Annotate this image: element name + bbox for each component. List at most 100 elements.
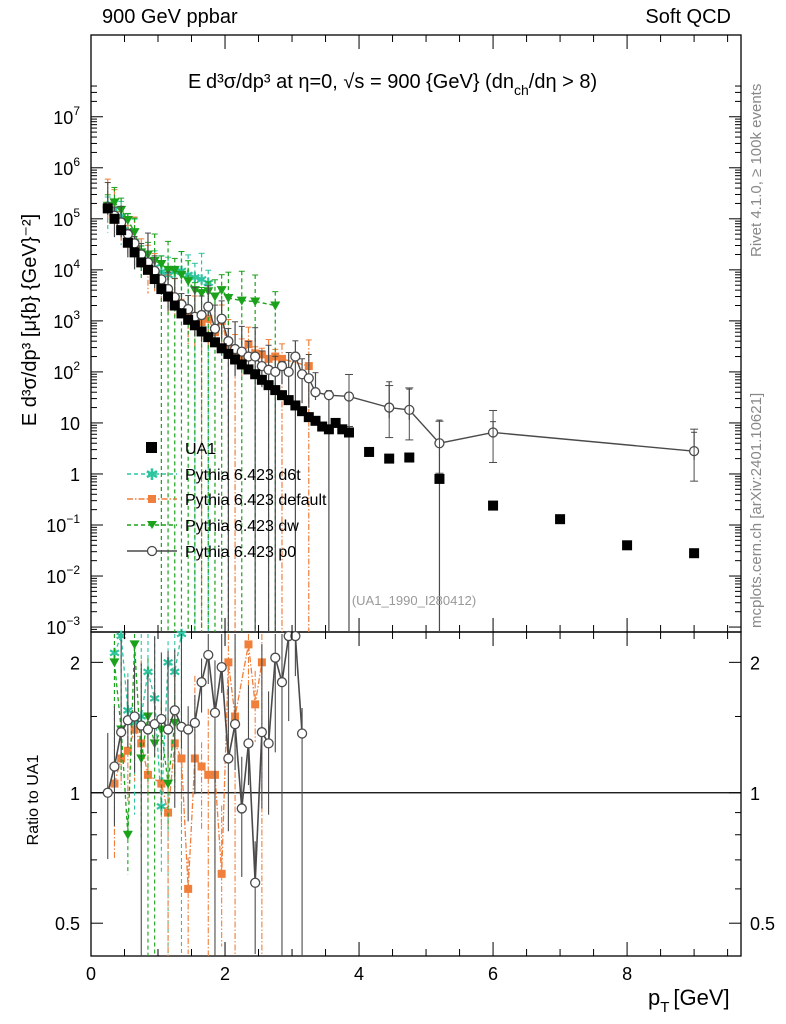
y-tick-label: 10−1 bbox=[46, 512, 80, 536]
header-process: 900 GeV ppbar bbox=[102, 6, 238, 28]
data-point bbox=[277, 354, 286, 363]
data-point bbox=[183, 277, 194, 287]
data-point bbox=[256, 374, 267, 385]
legend-label-default: Pythia 6.423 default bbox=[185, 492, 327, 509]
ratio-tick-label-right: 0.5 bbox=[750, 914, 775, 934]
data-point bbox=[196, 326, 207, 337]
data-point bbox=[176, 270, 187, 280]
legend-marker-dw bbox=[147, 521, 157, 529]
ratio-series-line bbox=[113, 644, 176, 835]
data-point bbox=[236, 359, 247, 370]
data-point bbox=[149, 274, 160, 285]
data-point bbox=[203, 301, 214, 312]
data-point bbox=[109, 761, 120, 772]
data-point bbox=[384, 453, 395, 464]
data-point bbox=[122, 830, 133, 840]
series-ua1 bbox=[102, 203, 700, 559]
data-point bbox=[189, 717, 201, 729]
data-point bbox=[129, 247, 140, 258]
data-point bbox=[270, 652, 281, 663]
y-tick-label-base: 10 bbox=[53, 261, 73, 281]
data-point bbox=[136, 257, 147, 268]
plot-title-main: d³σ/dp³ at η=0, √s = 900 {GeV} (dn bbox=[206, 71, 514, 93]
data-point bbox=[689, 548, 700, 559]
y-tick-label: 103 bbox=[53, 308, 80, 332]
data-point bbox=[404, 452, 415, 463]
data-point bbox=[323, 390, 335, 401]
data-point bbox=[323, 424, 334, 435]
ratio-tick-label-right: 1 bbox=[750, 784, 760, 804]
data-point bbox=[270, 301, 281, 311]
y-tick-label: 102 bbox=[53, 359, 80, 383]
data-point bbox=[250, 351, 261, 362]
data-point bbox=[263, 738, 274, 749]
y-tick-label-exp: −2 bbox=[66, 563, 80, 577]
y-tick-label-base: 10 bbox=[53, 312, 73, 332]
y-tick-label: 104 bbox=[53, 257, 80, 281]
data-point bbox=[142, 724, 154, 735]
data-point bbox=[236, 296, 247, 306]
series-p0 bbox=[102, 182, 700, 632]
data-point bbox=[122, 237, 133, 248]
data-point bbox=[164, 808, 173, 817]
data-point: ✱ bbox=[115, 628, 127, 644]
data-point bbox=[109, 198, 120, 208]
y-tick-label-exp: 3 bbox=[73, 308, 80, 322]
ratio-tick-label-right: 2 bbox=[750, 653, 760, 673]
data-point bbox=[183, 724, 194, 735]
data-point bbox=[364, 446, 375, 457]
y-tick-label-exp: 2 bbox=[73, 359, 80, 373]
legend-item-d6t: ✱ Pythia 6.423 d6t bbox=[127, 467, 301, 484]
data-point bbox=[149, 719, 160, 730]
data-point bbox=[177, 754, 186, 763]
y-tick-label-exp: 6 bbox=[73, 155, 80, 169]
data-point bbox=[183, 314, 194, 325]
data-point bbox=[229, 719, 241, 730]
analysis-id: (UA1_1990_I280412) bbox=[352, 593, 476, 608]
data-point bbox=[163, 291, 174, 302]
x-tick-label: 2 bbox=[220, 964, 230, 984]
y-tick-label-base: 10 bbox=[53, 108, 73, 128]
y-tick-label: 107 bbox=[53, 104, 80, 128]
data-point bbox=[555, 514, 566, 525]
plot-title-lead: E bbox=[188, 71, 201, 93]
data-point bbox=[250, 297, 261, 307]
data-point bbox=[290, 351, 301, 362]
y-axis-label: E d³σ/dp³ [μ{b} {GeV}⁻²] bbox=[19, 214, 41, 426]
data-point bbox=[243, 364, 254, 375]
data-point bbox=[129, 711, 140, 722]
data-point bbox=[169, 265, 180, 275]
data-point bbox=[196, 677, 207, 688]
data-point bbox=[162, 724, 174, 735]
data-point bbox=[204, 770, 213, 779]
data-point bbox=[310, 387, 321, 398]
data-point bbox=[236, 803, 247, 814]
data-point bbox=[297, 406, 308, 417]
data-point bbox=[117, 754, 126, 763]
legend-item-p0: Pythia 6.423 p0 bbox=[127, 544, 296, 561]
legend-label-d6t: Pythia 6.423 d6t bbox=[185, 467, 301, 484]
data-point bbox=[251, 700, 260, 709]
data-point bbox=[116, 225, 127, 236]
data-point bbox=[290, 400, 301, 411]
data-point bbox=[157, 779, 166, 788]
data-point bbox=[129, 640, 140, 650]
x-tick-label: 6 bbox=[488, 964, 498, 984]
data-point bbox=[122, 215, 133, 225]
y-tick-label: 106 bbox=[53, 155, 80, 179]
data-point: ✱ bbox=[196, 271, 208, 287]
legend-item-ua1: UA1 bbox=[146, 441, 216, 458]
data-point bbox=[223, 294, 234, 304]
ratio-tick-label: 2 bbox=[70, 653, 80, 673]
data-point bbox=[196, 309, 207, 321]
data-point bbox=[197, 762, 206, 771]
data-point bbox=[209, 323, 221, 334]
data-point bbox=[303, 373, 314, 384]
ratio-tick-label: 1 bbox=[70, 784, 80, 804]
data-point bbox=[236, 346, 247, 357]
data-point bbox=[216, 286, 227, 296]
y-tick-label-exp: −3 bbox=[66, 614, 80, 628]
y-tick-label-exp: 7 bbox=[73, 104, 80, 118]
ratio-axis-label: Ratio to UA1 bbox=[25, 755, 42, 846]
